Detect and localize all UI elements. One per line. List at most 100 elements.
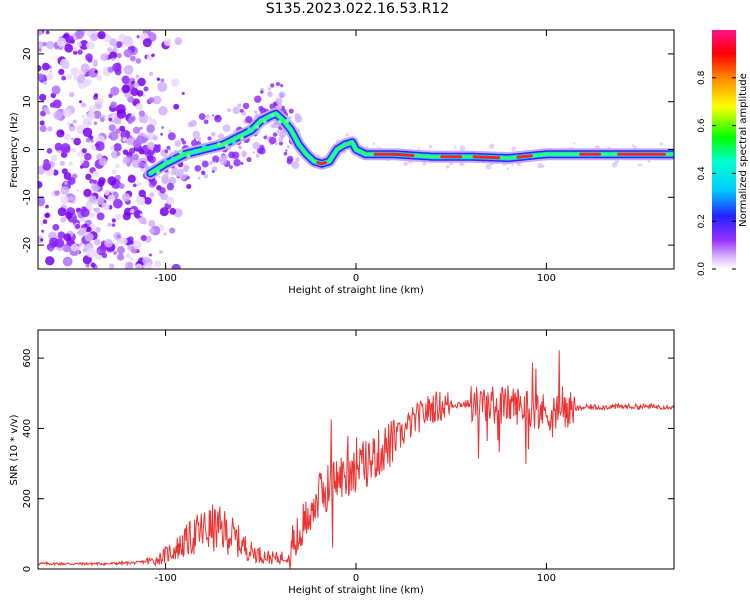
noise-blob	[50, 154, 58, 162]
noise-blob	[119, 125, 126, 132]
noise-blob	[135, 58, 142, 64]
colorbar: 0.0 0.2 0.4 0.6 0.8 Normalized spectral ampl…	[697, 30, 749, 276]
noise-blob	[506, 167, 509, 171]
y-tick-label: 0	[22, 566, 33, 572]
noise-blob	[38, 41, 44, 49]
noise-blob	[222, 124, 231, 133]
noise-blob	[148, 155, 157, 164]
noise-blob	[80, 208, 90, 218]
ridge-dot	[285, 118, 290, 123]
noise-blob	[288, 108, 294, 114]
noise-blob	[81, 148, 87, 154]
y-tick-label: 600	[22, 349, 33, 368]
noise-blob	[103, 189, 110, 196]
noise-blob	[166, 145, 171, 150]
noise-blob	[115, 213, 122, 220]
noise-blob	[139, 126, 143, 130]
noise-blob	[156, 77, 161, 81]
ridge-peak	[516, 154, 533, 159]
noise-blob	[78, 242, 83, 247]
noise-blob	[97, 179, 105, 187]
noise-blob	[62, 243, 71, 253]
noise-blob	[281, 105, 285, 109]
noise-blob	[142, 38, 152, 48]
noise-blob	[241, 150, 248, 157]
noise-blob	[291, 161, 300, 169]
noise-blob	[123, 37, 134, 47]
noise-blob	[240, 161, 244, 165]
noise-blob	[148, 220, 156, 228]
ridge-dot	[224, 143, 229, 148]
ridge-dot	[262, 119, 267, 124]
noise-blob	[126, 162, 131, 167]
ridge-dot	[201, 143, 206, 148]
noise-blob	[146, 141, 155, 150]
noise-blob	[93, 238, 101, 246]
noise-blob	[94, 141, 105, 152]
x-tick-label: 0	[353, 273, 359, 284]
noise-blob	[65, 35, 74, 44]
noise-blob	[278, 91, 286, 99]
noise-blob	[135, 263, 143, 269]
noise-blob	[60, 216, 67, 223]
colorbar-tick-label: 0.0	[697, 262, 707, 277]
noise-blob	[41, 62, 50, 71]
noise-blob	[170, 170, 176, 176]
noise-blob	[632, 144, 635, 148]
noise-blob	[158, 175, 161, 179]
ridge-dot	[155, 170, 160, 175]
noise-blob	[459, 145, 466, 152]
noise-blob	[90, 139, 94, 143]
ridge-dot	[232, 140, 237, 145]
noise-blob	[258, 147, 266, 155]
noise-blob	[85, 137, 91, 143]
noise-blob	[59, 58, 70, 69]
noise-blob	[278, 141, 283, 146]
noise-blob	[51, 85, 61, 95]
noise-blob	[270, 83, 275, 88]
noise-blob	[232, 106, 241, 115]
noise-blob	[108, 117, 112, 122]
noise-blob	[166, 182, 175, 191]
noise-blob	[252, 151, 255, 154]
noise-blob	[637, 164, 641, 167]
noise-blob	[159, 187, 166, 194]
noise-blob	[453, 146, 457, 149]
noise-blob	[160, 192, 168, 201]
noise-blob	[211, 170, 215, 173]
noise-blob	[246, 156, 252, 163]
noise-blob	[123, 207, 133, 217]
noise-blob	[66, 121, 71, 126]
noise-blob	[86, 111, 96, 121]
y-tick-label: -10	[22, 189, 33, 205]
noise-blob	[190, 139, 198, 147]
noise-blob	[84, 223, 88, 228]
ridge-peak	[472, 155, 501, 160]
x-tick-label: -100	[154, 573, 177, 584]
noise-blob	[254, 95, 262, 103]
noise-blob	[38, 197, 46, 207]
noise-blob	[63, 133, 71, 141]
noise-blob	[181, 91, 185, 96]
noise-blob	[214, 114, 222, 123]
noise-blob	[214, 160, 217, 164]
ridge-dot	[178, 150, 183, 155]
noise-blob	[69, 123, 74, 127]
noise-blob	[66, 74, 73, 80]
noise-blob	[111, 169, 117, 175]
colorbar-tick-label: 0.4	[697, 166, 707, 181]
noise-blob	[132, 126, 141, 134]
noise-blob	[295, 157, 300, 162]
noise-blob	[283, 151, 288, 156]
ridge-dot	[216, 142, 221, 147]
colorbar-tick-label: 0.2	[697, 214, 707, 228]
noise-blob	[267, 87, 272, 91]
noise-blob	[41, 229, 45, 233]
x-tick-label: -100	[154, 273, 177, 284]
noise-blob	[212, 114, 215, 117]
noise-blob	[168, 129, 172, 133]
noise-blob	[142, 93, 147, 98]
noise-blob	[61, 75, 67, 81]
noise-blob	[38, 48, 42, 52]
